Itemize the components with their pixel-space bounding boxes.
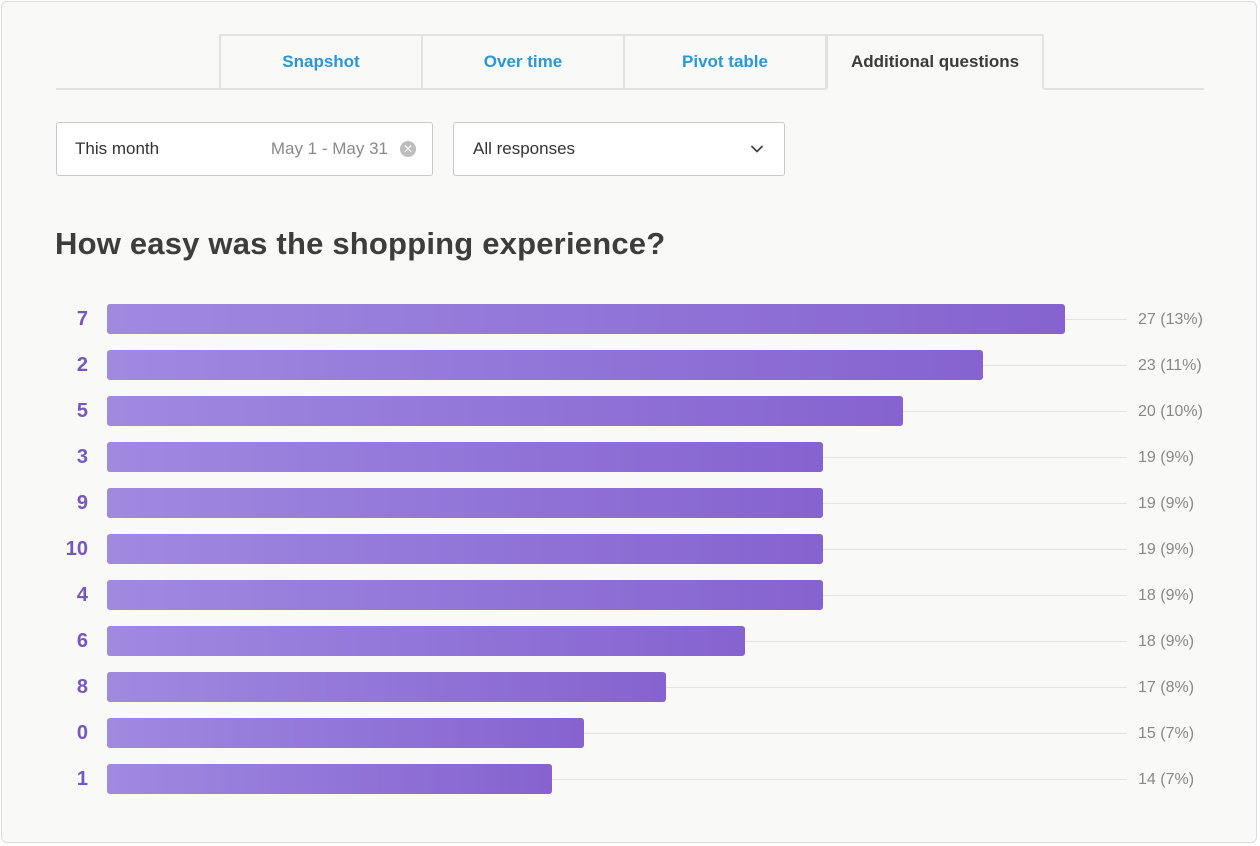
category-label: 6 xyxy=(76,630,88,652)
bar[interactable] xyxy=(107,396,903,426)
bar[interactable] xyxy=(107,764,552,794)
value-label: 15 (7%) xyxy=(1138,725,1195,742)
category-label: 7 xyxy=(76,308,88,330)
category-label: 4 xyxy=(76,584,88,606)
bar[interactable] xyxy=(107,488,823,518)
chart-row: 3 19 (9%) xyxy=(0,442,1260,472)
gridline xyxy=(107,733,1127,734)
category-label: 9 xyxy=(76,492,88,514)
responses-dropdown-value: All responses xyxy=(473,139,576,158)
gridline xyxy=(107,779,1127,780)
bar[interactable] xyxy=(107,304,1065,334)
chart-row: 8 17 (8%) xyxy=(0,672,1260,702)
value-label: 19 (9%) xyxy=(1138,541,1195,558)
value-label: 18 (9%) xyxy=(1138,633,1195,650)
tab-over-time[interactable]: Over time xyxy=(421,34,625,90)
tab-additional-questions[interactable]: Additional questions xyxy=(826,34,1044,90)
date-filter-label: This month xyxy=(75,139,160,158)
category-label: 2 xyxy=(76,354,88,376)
tab-snapshot[interactable]: Snapshot xyxy=(219,34,423,90)
category-label: 0 xyxy=(76,722,88,744)
date-filter-range: May 1 - May 31 xyxy=(270,139,388,158)
category-label: 8 xyxy=(76,676,88,698)
value-label: 20 (10%) xyxy=(1138,403,1203,420)
bar[interactable] xyxy=(107,718,584,748)
chart-row: 5 20 (10%) xyxy=(0,396,1260,426)
bar[interactable] xyxy=(107,534,823,564)
chart-row: 2 23 (11%) xyxy=(0,350,1260,380)
value-label: 19 (9%) xyxy=(1138,449,1195,466)
bar[interactable] xyxy=(107,672,666,702)
tab-pivot-table[interactable]: Pivot table xyxy=(623,34,827,90)
category-label: 3 xyxy=(76,446,88,468)
chart-row: 10 19 (9%) xyxy=(0,534,1260,564)
value-label: 17 (8%) xyxy=(1138,679,1195,696)
bar[interactable] xyxy=(107,442,823,472)
bar[interactable] xyxy=(107,350,983,380)
date-range-filter[interactable]: This month May 1 - May 31 ✕ xyxy=(56,122,433,176)
chart-row: 6 18 (9%) xyxy=(0,626,1260,656)
clear-circle-icon[interactable]: ✕ xyxy=(400,141,416,157)
value-label: 18 (9%) xyxy=(1138,587,1195,604)
responses-dropdown[interactable]: All responses xyxy=(453,122,785,176)
category-label: 5 xyxy=(76,400,88,422)
bar[interactable] xyxy=(107,580,823,610)
question-title: How easy was the shopping experience? xyxy=(55,226,666,261)
value-label: 14 (7%) xyxy=(1138,771,1195,788)
chart-row: 7 27 (13%) xyxy=(0,304,1260,334)
chart-row: 4 18 (9%) xyxy=(0,580,1260,610)
value-label: 23 (11%) xyxy=(1138,357,1202,374)
category-label: 1 xyxy=(76,768,88,790)
chart-row: 9 19 (9%) xyxy=(0,488,1260,518)
value-label: 19 (9%) xyxy=(1138,495,1195,512)
chart-row: 0 15 (7%) xyxy=(0,718,1260,748)
category-label: 10 xyxy=(65,538,88,560)
chevron-down-icon xyxy=(751,145,763,153)
bar[interactable] xyxy=(107,626,745,656)
value-label: 27 (13%) xyxy=(1138,311,1203,328)
chart-row: 1 14 (7%) xyxy=(0,764,1260,794)
